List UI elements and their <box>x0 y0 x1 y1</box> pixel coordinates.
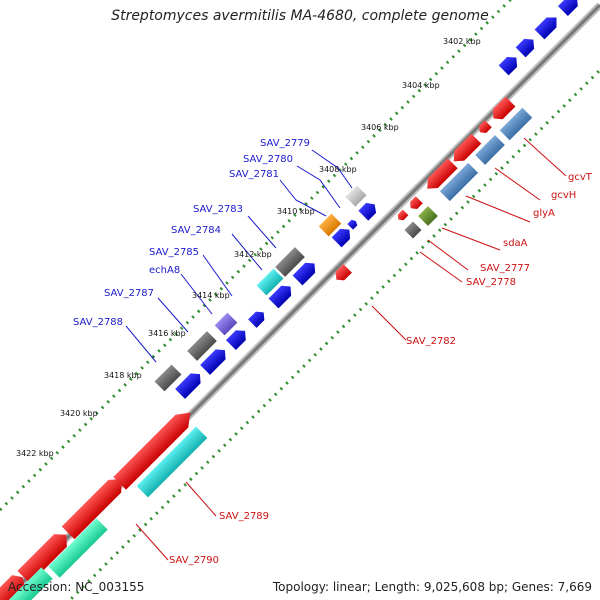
gene-sav2784 <box>292 262 316 286</box>
tick-label: 3404 kbp <box>402 81 440 90</box>
gene-blue-forward <box>498 56 518 76</box>
gene-gcvh-red <box>453 133 482 162</box>
gene-label-sav2780[interactable]: SAV_2780 <box>243 154 293 165</box>
gene-label-sav2782[interactable]: SAV_2782 <box>406 336 456 347</box>
gene-label-gcvh[interactable]: gcvH <box>551 190 576 201</box>
gene-sav2787 <box>200 349 226 375</box>
gene-red-reverse <box>479 120 492 133</box>
gene-glya-steel <box>439 162 479 202</box>
gene-sav2790-mint <box>48 518 108 578</box>
gene-gcvh-steel <box>475 135 505 165</box>
gene-mint-reverse <box>7 567 53 600</box>
gene-sav2788-gray <box>154 364 182 392</box>
gene-label-echa8[interactable]: echA8 <box>149 265 180 276</box>
gene-red-forward <box>61 479 122 540</box>
gene-sav2782-red <box>335 264 352 281</box>
gene-sav2777-olive <box>418 206 438 226</box>
gene-label-sav2790[interactable]: SAV_2790 <box>169 555 219 566</box>
gene-blue-forward <box>515 38 535 58</box>
tick-label: 3418 kbp <box>104 371 142 380</box>
gene-label-sav2779[interactable]: SAV_2779 <box>260 138 310 149</box>
gene-gcvt-steel <box>499 107 533 141</box>
gene-label-sav2789[interactable]: SAV_2789 <box>219 511 269 522</box>
genome-summary-text: Topology: linear; Length: 9,025,608 bp; … <box>272 580 592 594</box>
gene-blue-forward <box>248 311 265 328</box>
tick-label: 3412 kbp <box>234 250 272 259</box>
gene-label-glya[interactable]: glyA <box>533 208 555 219</box>
tick-label: 3416 kbp <box>148 329 186 338</box>
tick-labels: 3402 kbp 3404 kbp 3406 kbp 3408 kbp 3410… <box>16 37 481 458</box>
gene-sav2781-orange <box>318 213 342 237</box>
gene-blue-forward <box>534 17 557 40</box>
gene-label-sav2778[interactable]: SAV_2778 <box>466 277 516 288</box>
gene-red-reverse <box>410 196 423 209</box>
gene-sav2780 <box>347 219 358 230</box>
gene-sav2781 <box>331 228 351 248</box>
gene-label-sav2787[interactable]: SAV_2787 <box>104 288 154 299</box>
gene-glya-red <box>427 158 458 189</box>
reverse-leader-lines <box>135 137 567 561</box>
gene-sav2779 <box>358 202 377 221</box>
gene-sav2779-light <box>345 185 367 207</box>
tick-label: 3420 kbp <box>60 409 98 418</box>
gene-label-gcvt[interactable]: gcvT <box>568 172 593 183</box>
forward-leader-lines <box>125 149 353 363</box>
gene-sdaa-red <box>397 209 409 221</box>
tick-label: 3402 kbp <box>443 37 481 46</box>
gene-gcvt-red <box>492 96 516 120</box>
gene-sav2785 <box>268 285 292 309</box>
gene-label-sav2777[interactable]: SAV_2777 <box>480 263 530 274</box>
gene-echa8-purple <box>214 312 238 336</box>
gene-label-sdaa[interactable]: sdaA <box>503 238 528 249</box>
tick-label: 3410 kbp <box>277 207 315 216</box>
tick-label: 3422 kbp <box>16 449 54 458</box>
gene-sav2787-gray <box>187 331 217 361</box>
forward-gene-labels: SAV_2779 SAV_2780 SAV_2781 SAV_2783 SAV_… <box>73 138 310 328</box>
tick-label: 3408 kbp <box>319 165 357 174</box>
gene-label-sav2788[interactable]: SAV_2788 <box>73 317 123 328</box>
gene-sav2789-left <box>113 412 191 490</box>
gene-label-sav2781[interactable]: SAV_2781 <box>229 169 279 180</box>
forward-genes <box>0 0 578 600</box>
gene-label-sav2784[interactable]: SAV_2784 <box>171 225 221 236</box>
tick-label: 3414 kbp <box>192 291 230 300</box>
gene-sav2785-cyan <box>256 268 284 296</box>
gene-sav2789-cyan <box>136 426 208 498</box>
accession-text: Accession: NC_003155 <box>8 580 145 594</box>
gene-sav2783-gray <box>275 247 305 277</box>
gene-red-forward <box>0 575 25 600</box>
gene-label-sav2785[interactable]: SAV_2785 <box>149 247 199 258</box>
gene-sav2778-gray <box>404 221 422 239</box>
inner-tick-track <box>67 67 600 600</box>
gene-red-forward <box>17 534 67 584</box>
reverse-genes <box>7 96 533 600</box>
gene-label-sav2783[interactable]: SAV_2783 <box>193 204 243 215</box>
map-title: Streptomyces avermitilis MA-4680, comple… <box>111 8 489 24</box>
tick-label: 3406 kbp <box>361 123 399 132</box>
reverse-gene-labels: gcvT gcvH glyA sdaA SAV_2777 SAV_2778 SA… <box>169 172 593 566</box>
gene-sav2788 <box>175 373 201 399</box>
